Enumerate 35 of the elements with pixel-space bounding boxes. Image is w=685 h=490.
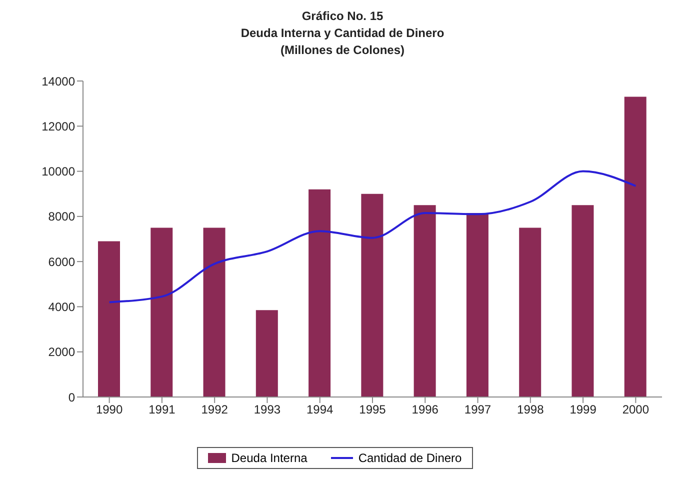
y-tick-label: 4000	[48, 300, 76, 314]
legend-label: Deuda Interna	[230, 451, 308, 465]
line-series	[108, 170, 637, 304]
x-tick-label: 1990	[96, 402, 123, 417]
chart-title: Gráfico No. 15	[300, 8, 384, 25]
x-tick-label: 1998	[517, 402, 544, 417]
legend-label: Cantidad de Dinero	[357, 451, 462, 465]
bar	[361, 194, 384, 397]
bar	[414, 205, 436, 397]
x-tick-label: 1999	[570, 402, 597, 417]
bar	[308, 189, 331, 397]
bar	[572, 205, 594, 397]
bar	[203, 228, 226, 397]
bar	[519, 228, 542, 397]
x-tick-label: 1993	[254, 402, 281, 417]
x-tick-label: 1994	[306, 402, 334, 417]
x-tick-label: 1997	[464, 402, 492, 417]
y-tick-label: 10000	[42, 164, 76, 179]
y-tick-label: 0	[68, 390, 76, 404]
bar	[150, 228, 173, 397]
x-tick-label: 2000	[622, 402, 650, 417]
y-tick-label: 12000	[42, 119, 76, 134]
bar	[98, 241, 120, 397]
y-tick-label: 8000	[48, 210, 76, 224]
x-tick-label: 1996	[412, 402, 439, 417]
x-tick-label: 1995	[359, 402, 386, 417]
x-tick-label: 1991	[148, 402, 176, 417]
x-tick-label: 1992	[201, 402, 228, 417]
y-tick-label: 2000	[48, 345, 76, 360]
y-tick-label: 6000	[48, 254, 76, 269]
bar	[624, 96, 646, 397]
chart-subtitle: Deuda Interna y Cantidad de Dinero (Millones de Colones)	[240, 25, 446, 59]
y-tick-label: 14000	[42, 74, 76, 88]
bar	[256, 310, 278, 397]
bar	[466, 213, 488, 397]
